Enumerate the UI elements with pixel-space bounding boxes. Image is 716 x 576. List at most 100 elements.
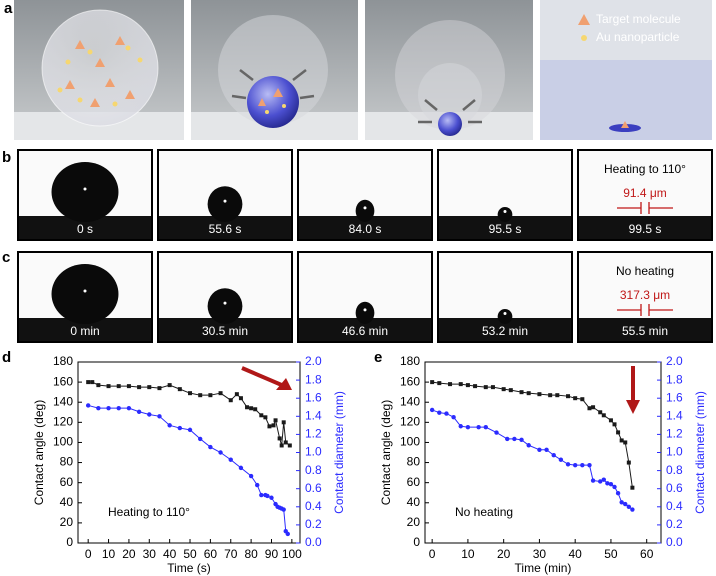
x-tick-label: 30: [533, 547, 547, 561]
marker: [273, 418, 278, 423]
marker: [228, 398, 233, 403]
marker: [267, 424, 272, 429]
x-tick-label: 100: [282, 547, 302, 561]
marker: [157, 414, 162, 419]
marker: [177, 387, 182, 392]
marker: [126, 384, 131, 389]
y2-axis-label: Contact diameter (mm): [332, 391, 346, 514]
y2-tick-label: 1.2: [666, 427, 683, 441]
marker: [605, 481, 610, 486]
y-axis-label: Contact angle (deg): [379, 400, 393, 505]
marker: [537, 392, 542, 397]
marker: [137, 385, 142, 390]
marker: [271, 423, 276, 428]
y-tick-label: 40: [407, 495, 421, 509]
y-tick-label: 20: [407, 515, 421, 529]
marker: [198, 436, 203, 442]
marker: [281, 420, 286, 425]
marker: [572, 462, 578, 468]
y2-tick-label: 0.0: [666, 535, 683, 549]
marker: [580, 462, 585, 468]
y2-tick-label: 1.4: [305, 408, 322, 422]
marker: [615, 491, 621, 496]
marker: [228, 457, 233, 462]
marker: [587, 462, 592, 468]
marker: [616, 430, 621, 435]
trend-arrow-head: [276, 378, 292, 390]
droplet: [207, 186, 243, 222]
droplet: [51, 264, 119, 324]
y2-tick-label: 1.6: [666, 390, 683, 404]
y-tick-label: 140: [53, 394, 73, 408]
substrate: [299, 216, 431, 239]
marker: [437, 381, 442, 386]
marker: [537, 447, 542, 452]
y-tick-label: 140: [400, 394, 420, 408]
marker: [566, 394, 571, 399]
marker: [90, 380, 95, 385]
marker: [619, 500, 624, 505]
marker: [234, 392, 239, 397]
y-tick-label: 100: [53, 435, 73, 449]
marker: [590, 478, 596, 483]
marker: [430, 380, 435, 385]
glint: [503, 312, 507, 315]
marker: [429, 407, 435, 413]
glint: [83, 187, 87, 191]
y2-tick-label: 1.2: [305, 427, 322, 441]
marker: [263, 415, 268, 420]
marker: [106, 405, 111, 411]
y-tick-label: 20: [60, 515, 74, 529]
frame-time: 0 min: [70, 324, 99, 338]
panel-label: c: [2, 249, 10, 266]
y2-tick-label: 0.6: [305, 481, 322, 495]
marker: [444, 411, 449, 416]
x-tick-label: 10: [102, 547, 116, 561]
series-line: [432, 381, 633, 488]
marker: [612, 422, 617, 427]
marker: [281, 507, 286, 512]
marker: [476, 424, 481, 430]
y2-tick-label: 0.4: [305, 499, 322, 513]
frame-time: 46.6 min: [342, 324, 388, 338]
marker: [85, 403, 91, 408]
x-tick-label: 60: [640, 547, 654, 561]
marker: [630, 507, 635, 512]
size-marker: [617, 304, 673, 316]
marker: [548, 393, 553, 398]
marker: [591, 405, 596, 410]
x-tick-label: 50: [183, 547, 197, 561]
marker: [630, 485, 635, 490]
marker: [187, 427, 193, 433]
y-tick-label: 80: [407, 455, 421, 469]
marker: [483, 385, 488, 390]
marker: [623, 440, 628, 445]
frame-note: Heating to 110°: [604, 162, 686, 176]
marker: [558, 457, 564, 462]
droplet: [51, 162, 119, 222]
marker: [465, 424, 471, 430]
panel-label: b: [2, 149, 11, 166]
droplet: [355, 199, 375, 222]
frame-time: 99.5 s: [629, 222, 662, 236]
marker: [126, 405, 132, 411]
x-tick-label: 80: [244, 547, 258, 561]
marker: [96, 405, 101, 411]
marker: [167, 423, 172, 428]
y2-tick-label: 2.0: [305, 354, 322, 368]
marker: [147, 412, 152, 417]
y-tick-label: 80: [60, 455, 74, 469]
marker: [483, 424, 488, 430]
marker: [245, 405, 250, 410]
legend-label: Target molecule: [596, 12, 681, 26]
y-tick-label: 0: [413, 535, 420, 549]
y2-tick-label: 1.0: [305, 445, 322, 459]
marker: [565, 462, 571, 467]
marker: [526, 391, 531, 396]
x-tick-label: 10: [461, 547, 475, 561]
y2-tick-label: 0.4: [666, 499, 683, 513]
marker: [259, 413, 264, 418]
marker: [285, 531, 290, 537]
y2-tick-label: 1.6: [305, 390, 322, 404]
